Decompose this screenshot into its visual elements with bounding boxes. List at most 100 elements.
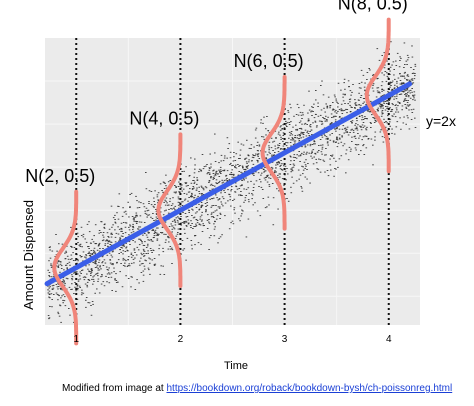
scatter-point: [134, 257, 136, 259]
scatter-point: [185, 221, 188, 223]
scatter-point: [342, 125, 345, 127]
scatter-point: [366, 79, 368, 80]
scatter-point: [405, 60, 408, 62]
scatter-point: [246, 167, 249, 169]
scatter-point: [414, 127, 417, 128]
scatter-point: [208, 237, 211, 239]
scatter-point: [141, 254, 143, 256]
scatter-point: [239, 205, 242, 207]
scatter-point: [290, 171, 292, 173]
scatter-point: [359, 135, 361, 137]
scatter-point: [292, 126, 294, 128]
scatter-point: [201, 219, 203, 221]
scatter-point: [233, 209, 235, 211]
scatter-point: [342, 96, 344, 98]
scatter-point: [336, 137, 338, 139]
scatter-point: [374, 131, 377, 133]
scatter-point: [288, 122, 291, 123]
scatter-point: [234, 160, 237, 161]
scatter-point: [47, 269, 49, 271]
scatter-point: [239, 149, 242, 151]
scatter-point: [364, 135, 366, 137]
scatter-point: [100, 232, 102, 233]
scatter-point: [132, 240, 134, 241]
scatter-point: [86, 223, 89, 225]
scatter-point: [329, 134, 331, 136]
y-axis-label: Amount Dispensed: [21, 200, 36, 310]
scatter-point: [187, 185, 189, 186]
scatter-point: [241, 213, 243, 215]
scatter-point: [270, 147, 273, 149]
scatter-point: [389, 83, 391, 85]
scatter-point: [85, 297, 88, 298]
scatter-point: [269, 177, 272, 179]
scatter-point: [402, 122, 405, 124]
scatter-point: [57, 313, 60, 315]
scatter-point: [329, 139, 332, 141]
scatter-point: [291, 139, 294, 141]
scatter-point: [77, 280, 80, 282]
scatter-point: [281, 163, 283, 165]
scatter-point: [389, 82, 392, 84]
scatter-point: [72, 260, 75, 261]
scatter-point: [288, 137, 290, 139]
scatter-point: [84, 256, 86, 258]
scatter-point: [347, 80, 350, 82]
scatter-point: [176, 219, 179, 221]
scatter-point: [257, 155, 259, 157]
scatter-point: [359, 106, 362, 108]
scatter-point: [51, 288, 54, 290]
scatter-point: [237, 141, 239, 143]
scatter-point: [260, 181, 262, 183]
scatter-point: [167, 248, 170, 250]
scatter-point: [215, 174, 217, 176]
scatter-point: [351, 136, 353, 138]
scatter-point: [380, 104, 382, 105]
scatter-point: [365, 104, 367, 105]
scatter-point: [61, 295, 63, 297]
scatter-point: [85, 299, 87, 301]
scatter-point: [161, 232, 164, 233]
scatter-point: [311, 150, 313, 152]
scatter-point: [165, 174, 167, 176]
scatter-point: [292, 139, 295, 141]
scatter-point: [99, 266, 101, 268]
scatter-point: [302, 166, 304, 168]
scatter-point: [99, 265, 101, 267]
scatter-point: [49, 246, 51, 248]
scatter-point: [330, 113, 333, 115]
scatter-point: [233, 207, 236, 209]
scatter-point: [268, 141, 271, 143]
scatter-point: [336, 127, 338, 129]
scatter-point: [384, 109, 387, 111]
scatter-point: [212, 211, 215, 213]
scatter-point: [408, 104, 410, 106]
scatter-point: [270, 166, 273, 168]
scatter-point: [246, 162, 248, 164]
scatter-point: [223, 157, 226, 159]
scatter-point: [163, 201, 165, 203]
scatter-point: [362, 119, 365, 120]
scatter-point: [132, 223, 134, 225]
scatter-point: [137, 249, 140, 251]
scatter-point: [245, 166, 248, 168]
scatter-point: [91, 238, 93, 240]
scatter-point: [349, 132, 351, 133]
scatter-point: [306, 151, 308, 153]
scatter-point: [327, 144, 329, 146]
scatter-point: [119, 238, 122, 240]
scatter-point: [122, 244, 125, 246]
scatter-point: [293, 115, 295, 117]
scatter-point: [213, 169, 215, 171]
scatter-point: [102, 239, 105, 241]
scatter-point: [90, 268, 93, 270]
source-link[interactable]: https://bookdown.org/roback/bookdown-bys…: [166, 383, 453, 394]
scatter-point: [396, 109, 398, 111]
scatter-point: [118, 206, 120, 207]
scatter-point: [384, 64, 386, 66]
scatter-point: [136, 215, 138, 217]
scatter-point: [195, 223, 197, 225]
scatter-point: [355, 118, 358, 119]
scatter-point: [133, 218, 135, 220]
scatter-point: [389, 66, 392, 68]
